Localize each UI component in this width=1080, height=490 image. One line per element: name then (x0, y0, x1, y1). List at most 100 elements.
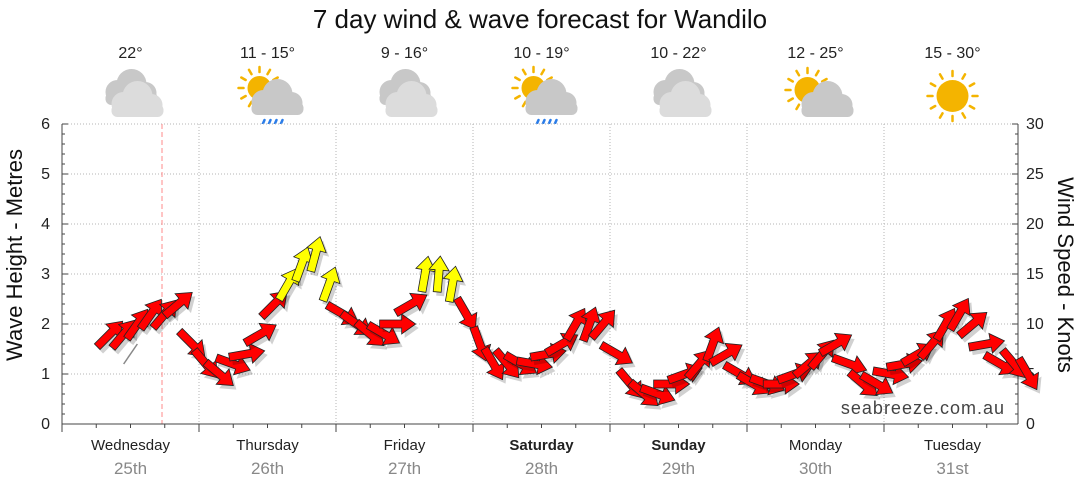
wind-arrow (817, 332, 853, 358)
day-date-label: 25th (114, 459, 147, 478)
sun-ray (961, 112, 967, 119)
wind-arrow (708, 342, 743, 368)
wind-arrow (956, 311, 988, 340)
sun-ray (514, 94, 521, 100)
wind-arrow (202, 358, 234, 387)
temperature-label: 22° (118, 45, 142, 62)
wind-arrow (242, 322, 277, 348)
wind-arrow (379, 313, 417, 335)
day-name-label: Friday (384, 437, 426, 454)
day-date-label: 29th (662, 459, 695, 478)
sun-icon (926, 69, 979, 123)
left-tick-label: 0 (41, 416, 50, 433)
wind-arrow (305, 235, 327, 273)
sun-ray (787, 77, 795, 83)
temperature-label: 11 - 15° (240, 45, 295, 62)
sun-ray (240, 76, 247, 82)
cloud-icon (653, 69, 712, 117)
chart-title: 7 day wind & wave forecast for Wandilo (313, 4, 767, 34)
sun-ray (540, 68, 546, 76)
right-tick-label: 15 (1026, 266, 1044, 283)
wind-arrow (587, 309, 616, 341)
left-axis-ticks: 0 1 2 3 4 5 6 (41, 116, 50, 433)
sun-ray (521, 100, 527, 108)
left-axis-title: Wave Height - Metres (2, 149, 27, 361)
sun-ray (514, 76, 521, 82)
day-date-label: 27th (388, 459, 421, 478)
cloud-icon (379, 69, 438, 117)
day-name-label: Thursday (236, 437, 299, 454)
day-date-label: 28th (525, 459, 558, 478)
temperature-label: 15 - 30° (924, 45, 980, 62)
left-tick-label: 5 (41, 166, 50, 183)
sun-ray (968, 82, 976, 88)
sun-ray (247, 68, 253, 76)
sun-ray (938, 112, 944, 119)
left-tick-label: 1 (41, 366, 50, 383)
sun-rays (926, 69, 979, 123)
wind-arrow (946, 297, 971, 333)
sun-ray (521, 68, 527, 76)
right-tick-label: 0 (1026, 416, 1035, 433)
grid (62, 123, 1018, 424)
sun-cloud-rain-icon (511, 65, 578, 129)
wind-arrow (859, 370, 894, 396)
cloud-part (111, 104, 164, 117)
sun-ray (929, 104, 937, 110)
cloud-part (251, 102, 304, 115)
right-tick-label: 10 (1026, 316, 1044, 333)
sun-ray (247, 100, 253, 108)
wind-arrow (598, 340, 634, 366)
sun-ray (240, 94, 247, 100)
right-axis-title: Wind Speed - Knots (1053, 177, 1078, 373)
day-name-label: Wednesday (91, 437, 170, 454)
day-name-label: Tuesday (924, 437, 981, 454)
wind-arrow (318, 266, 341, 303)
day-date-label: 31st (936, 459, 968, 478)
right-tick-label: 25 (1026, 166, 1044, 183)
right-axis-ticks: 051015202530 (1026, 116, 1044, 433)
day-name-label: Monday (789, 437, 843, 454)
wind-arrow (393, 292, 428, 318)
right-tick-label: 20 (1026, 216, 1044, 233)
day-labels: Wednesday 25th Thursday 26th Friday 27th Satur… (91, 437, 981, 478)
sun-ray (938, 73, 944, 80)
wave-series (123, 343, 138, 365)
axes (61, 123, 1019, 432)
sun-disc (936, 80, 969, 112)
sun-ray (795, 103, 801, 111)
sun-cloud-rain-icon (237, 65, 304, 129)
day-name-label: Sunday (651, 437, 706, 454)
temperature-label: 10 - 19° (513, 45, 569, 62)
day-date-label: 30th (799, 459, 832, 478)
right-tick-label: 30 (1026, 116, 1044, 133)
wind-arrow (702, 326, 725, 363)
cloud-part (801, 104, 854, 117)
left-tick-label: 6 (41, 116, 50, 133)
sun-ray (795, 69, 801, 77)
wind-series (93, 235, 1042, 410)
wind-arrow (428, 255, 450, 293)
left-tick-label: 2 (41, 316, 50, 333)
sun-cloud-icon (784, 66, 854, 117)
cloud-part (525, 102, 578, 115)
sun-ray (961, 73, 967, 80)
weather-row: 22° 11 - 15° 9 - 16° 10 - 19° 10 - 22° 12 - 2… (105, 45, 981, 129)
wind-arrow (1014, 355, 1039, 391)
sun-ray (787, 97, 795, 103)
wave-line (123, 343, 138, 365)
sun-ray (968, 104, 976, 110)
temperature-label: 10 - 22° (650, 45, 706, 62)
cloud-part (385, 104, 438, 117)
wind-arrow (967, 332, 1006, 354)
temperature-label: 12 - 25° (787, 45, 843, 62)
cloud-icon (105, 69, 164, 117)
watermark: seabreeze.com.au (841, 398, 1005, 418)
sun-ray (929, 82, 937, 88)
left-tick-label: 4 (41, 216, 50, 233)
wind-arrow (442, 265, 464, 303)
cloud-part (659, 104, 712, 117)
left-tick-label: 3 (41, 266, 50, 283)
